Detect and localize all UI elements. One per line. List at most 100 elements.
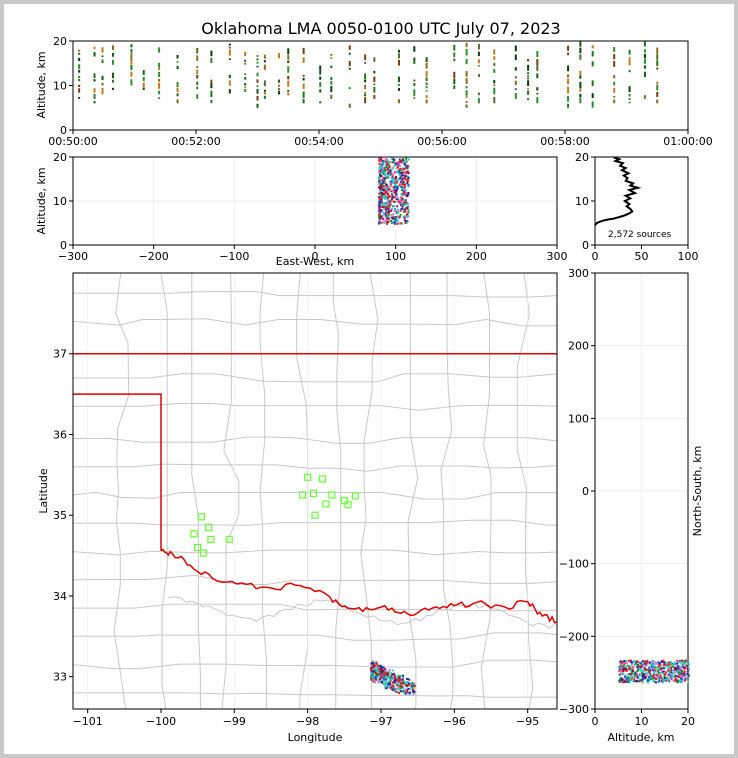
ew-height-source [402, 191, 405, 194]
ns-height-source [632, 680, 635, 683]
map-lightning-source [402, 682, 405, 685]
ns-height-source [674, 673, 677, 676]
ns-height-source [624, 665, 627, 668]
time-height-source [579, 54, 582, 60]
ew-height-source [387, 215, 390, 218]
ns-height-source [675, 679, 678, 682]
ns-height-source [651, 659, 654, 662]
time-height-source [319, 101, 322, 104]
ns-height-source [677, 661, 680, 664]
map-lightning-source [375, 663, 378, 666]
county-line [73, 463, 557, 472]
map-lightning-source [395, 681, 398, 684]
map-lightning-source [381, 674, 384, 677]
ew-altitude-tick-label: 10 [53, 195, 67, 208]
ns-height-source [651, 666, 654, 669]
ew-height-source [387, 211, 390, 214]
map-lightning-source [399, 687, 402, 690]
ns-height-source [629, 675, 632, 678]
ns-height-source [641, 660, 644, 663]
ns-height-source [641, 680, 644, 683]
map-lightning-source [392, 677, 395, 680]
time-height-source [244, 88, 247, 92]
ns-height-source [647, 661, 650, 664]
ew-height-source [388, 164, 391, 167]
ew-height-source [402, 159, 405, 162]
ns-height-source [656, 670, 659, 673]
ns-height-source [671, 675, 674, 678]
time-height-source [330, 80, 333, 85]
station-marker [194, 543, 202, 552]
time-height-source [477, 51, 480, 56]
ns-height-source [628, 665, 631, 668]
ew-height-source [400, 198, 403, 201]
ew-height-source [377, 171, 380, 174]
time-height-source [579, 47, 582, 54]
time-height-source [514, 93, 517, 99]
ew-height-source [400, 193, 403, 196]
time-height-source [228, 89, 231, 94]
ew-height-source [393, 196, 396, 199]
ew-height-source [384, 206, 387, 209]
ns-height-source [652, 669, 655, 672]
ns-height-source [619, 660, 622, 663]
ew-height-source [387, 213, 390, 216]
ns-height-source [661, 671, 664, 674]
river-line [168, 596, 556, 629]
map-lightning-source [382, 666, 385, 669]
ns-height-source [675, 667, 678, 670]
ew-height-source [396, 222, 399, 225]
time-height-source [628, 70, 631, 73]
ns-height-source [659, 672, 662, 675]
time-height-source [101, 59, 104, 64]
ew-height-source [384, 169, 387, 172]
ew-height-source [390, 209, 393, 212]
time-height-source [244, 63, 247, 65]
time-height-source [176, 93, 179, 97]
ew-height-source [380, 193, 383, 196]
map-lightning-source [402, 688, 405, 691]
ns-height-panel: 0 10 20 −300 −200 −100 0 100 200 300 Altitude, km… [559, 267, 704, 744]
time-height-source [643, 53, 646, 59]
time-height-source [130, 61, 133, 65]
ew-height-source [393, 186, 396, 189]
time-height-source [263, 95, 266, 99]
ns-height-source [669, 674, 672, 677]
map-lightning-sources [370, 660, 416, 695]
ew-height-source [382, 203, 385, 206]
ns-height-source [686, 673, 689, 676]
map-lightning-source [388, 685, 391, 688]
map-lightning-source [373, 669, 376, 672]
ns-height-source [666, 678, 669, 681]
ew-height-source [396, 196, 399, 199]
time-height-source [465, 42, 468, 48]
time-height-source [287, 66, 290, 73]
ns-height-xlabel: Altitude, km [607, 731, 674, 744]
time-height-source [397, 99, 400, 104]
ew-height-source [382, 212, 385, 215]
ew-height-source [383, 178, 386, 181]
time-height-source [591, 61, 594, 67]
ns-height-source [678, 666, 681, 669]
time-height-sources [78, 41, 659, 108]
time-height-source [567, 103, 570, 108]
ew-height-source [387, 190, 390, 193]
map-lightning-source [385, 682, 388, 685]
time-height-source [656, 81, 659, 85]
time-height-source [158, 90, 161, 95]
ns-height-source [631, 677, 634, 680]
ew-height-source [405, 170, 408, 173]
map-lightning-source [398, 677, 401, 680]
map-lightning-source [372, 666, 375, 669]
map-ylabel: Latitude [37, 468, 50, 514]
time-height-source [101, 55, 104, 58]
source-count-label: 2,572 sources [608, 230, 672, 240]
time-height-source [130, 64, 133, 70]
time-height-source [493, 69, 496, 73]
ns-height-source [684, 675, 687, 678]
ew-height-source [384, 188, 387, 191]
ns-height-source [685, 664, 688, 667]
time-height-source [591, 93, 594, 99]
ew-height-source [396, 211, 399, 214]
map-lightning-source [392, 681, 395, 684]
